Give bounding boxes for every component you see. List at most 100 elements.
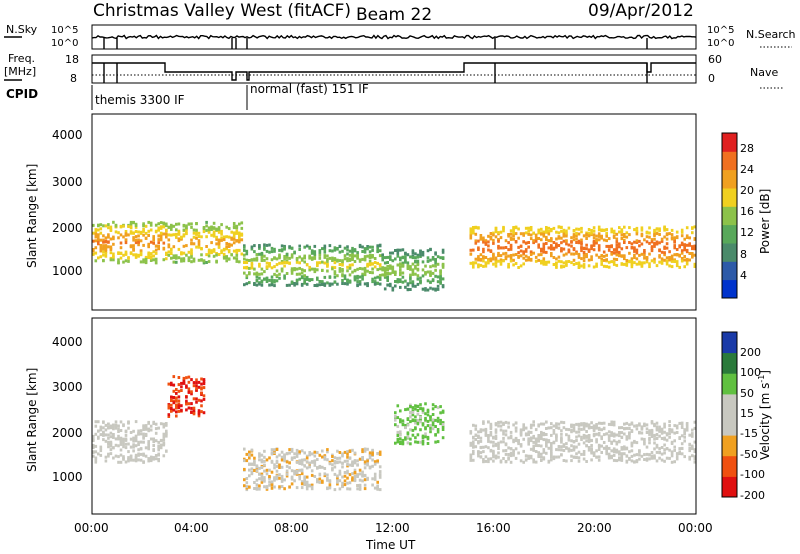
- velocity-cell: [195, 397, 198, 401]
- power-cell: [628, 233, 631, 237]
- velocity-cell: [638, 449, 641, 453]
- power-cell: [348, 257, 352, 261]
- power-cell: [187, 256, 191, 260]
- power-cell: [507, 262, 510, 266]
- velocity-cell: [497, 447, 500, 450]
- velocity-cell: [114, 426, 118, 430]
- power-cell: [265, 280, 269, 283]
- velocity-cell: [517, 451, 520, 455]
- velocity-cell: [640, 427, 644, 431]
- power-cell: [396, 278, 400, 282]
- power-cell: [499, 262, 503, 266]
- power-cell: [650, 240, 654, 244]
- velocity-cell: [331, 459, 334, 463]
- velocity-cell: [348, 481, 352, 485]
- power-cell: [623, 225, 626, 229]
- velocity-cell: [514, 426, 518, 430]
- velocity-cell: [180, 404, 183, 408]
- velocity-cell: [580, 435, 583, 439]
- velocity-cell: [577, 450, 581, 454]
- power-cell: [439, 269, 442, 273]
- power-cell: [376, 261, 379, 265]
- power-cell: [416, 277, 420, 281]
- velocity-cell: [492, 444, 495, 448]
- beam-label: Beam 22: [356, 5, 432, 25]
- power-cell: [472, 230, 475, 234]
- power-cell: [680, 241, 684, 245]
- velocity-cell: [265, 486, 269, 490]
- power-cell: [623, 257, 626, 261]
- power-cell: [600, 254, 603, 257]
- power-cell: [263, 247, 266, 251]
- velocity-cell: [585, 444, 588, 448]
- power-cell: [192, 228, 196, 232]
- velocity-cell: [555, 422, 558, 426]
- velocity-cell: [112, 435, 115, 439]
- power-cell: [134, 255, 138, 259]
- power-cell: [494, 258, 498, 262]
- velocity-cell: [527, 454, 530, 458]
- velocity-cell: [555, 448, 558, 452]
- velocity-cell: [688, 433, 691, 437]
- velocity-cell: [366, 476, 369, 480]
- velocity-cell: [562, 421, 566, 425]
- power-cell: [323, 255, 327, 259]
- velocity-cell: [328, 483, 332, 487]
- power-cell: [504, 251, 508, 255]
- power-cell: [170, 225, 173, 229]
- power-cell: [200, 247, 203, 251]
- power-cell: [620, 236, 624, 240]
- velocity-cell: [202, 382, 206, 386]
- velocity-cell: [99, 453, 103, 457]
- velocity-cell: [648, 441, 651, 445]
- power-cell: [547, 239, 551, 243]
- velocity-cell: [416, 412, 420, 416]
- velocity-cell: [479, 428, 483, 432]
- power-cell: [575, 262, 578, 265]
- power-cell: [502, 252, 505, 256]
- velocity-cell: [665, 438, 669, 442]
- velocity-cell: [119, 439, 123, 443]
- xtick-1200: 12:00: [375, 521, 410, 535]
- date-label: 09/Apr/2012: [588, 1, 694, 21]
- velocity-cell: [187, 390, 191, 394]
- power-cell: [265, 257, 269, 261]
- velocity-cell: [278, 463, 281, 467]
- power-cbtick-16: 16: [740, 205, 754, 218]
- power-cell: [363, 247, 367, 251]
- power-cell: [202, 259, 206, 263]
- velocity-cell: [394, 418, 397, 422]
- power-cell: [572, 258, 576, 262]
- velocity-cell: [99, 446, 103, 450]
- power-cell: [635, 262, 639, 266]
- power-cell: [477, 246, 480, 250]
- power-cell: [331, 259, 334, 262]
- velocity-cell: [650, 432, 654, 436]
- velocity-ytick-4000: 4000: [52, 335, 83, 349]
- velocity-cell: [557, 426, 561, 430]
- velocity-cell: [200, 410, 203, 414]
- power-cell: [618, 242, 621, 246]
- velocity-cell: [346, 450, 349, 454]
- velocity-cell: [260, 476, 264, 480]
- nsky-panel: N.Sky 10^5 10^0 10^5 10^0 N.Search: [4, 23, 796, 50]
- power-cell: [175, 235, 178, 239]
- power-cell: [378, 273, 382, 277]
- velocity-cell: [353, 475, 357, 478]
- velocity-cell: [152, 449, 155, 452]
- velocity-cell: [293, 456, 296, 460]
- power-cell: [635, 241, 639, 244]
- velocity-cell: [600, 437, 603, 441]
- power-cell: [577, 254, 581, 258]
- power-cell: [114, 230, 118, 234]
- power-cell: [119, 233, 123, 237]
- velocity-cell: [426, 442, 430, 445]
- velocity-cell: [313, 461, 317, 465]
- velocity-cell: [482, 445, 485, 449]
- velocity-cell: [250, 472, 254, 476]
- velocity-cell: [429, 415, 432, 419]
- velocity-cell: [346, 452, 349, 456]
- power-cell: [338, 269, 342, 273]
- power-cell: [205, 220, 208, 224]
- velocity-cell: [295, 454, 299, 458]
